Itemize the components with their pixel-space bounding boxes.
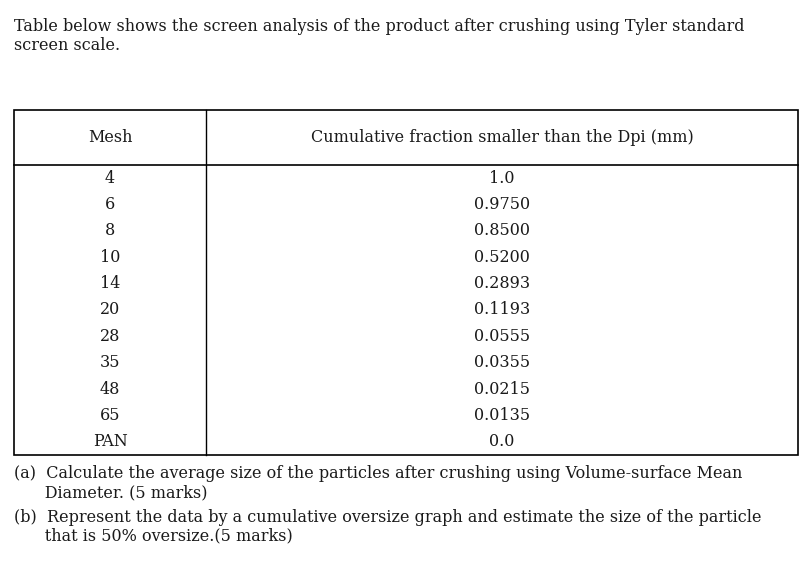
Text: 10: 10 [100, 249, 120, 266]
Text: that is 50% oversize.(5 marks): that is 50% oversize.(5 marks) [14, 528, 293, 545]
Text: 65: 65 [100, 407, 120, 424]
Text: 35: 35 [100, 354, 120, 371]
Bar [14, 110, 797, 455]
Text: (b)  Represent the data by a cumulative oversize graph and estimate the size of : (b) Represent the data by a cumulative o… [14, 509, 761, 526]
Text: 8: 8 [105, 223, 115, 239]
Text: PAN: PAN [92, 433, 127, 451]
Text: 0.1193: 0.1193 [474, 301, 530, 319]
Text: 0.8500: 0.8500 [474, 223, 530, 239]
Text: Mesh: Mesh [88, 129, 132, 146]
Text: Diameter. (5 marks): Diameter. (5 marks) [14, 484, 208, 501]
Text: 1.0: 1.0 [489, 170, 514, 187]
Text: 28: 28 [100, 328, 120, 345]
Text: 0.0135: 0.0135 [474, 407, 530, 424]
Text: 6: 6 [105, 196, 115, 213]
Text: 0.0555: 0.0555 [474, 328, 530, 345]
Text: Cumulative fraction smaller than the Dpi (mm): Cumulative fraction smaller than the Dpi… [311, 129, 693, 146]
Text: 0.0: 0.0 [489, 433, 514, 451]
Text: (a)  Calculate the average size of the particles after crushing using Volume-sur: (a) Calculate the average size of the pa… [14, 465, 741, 482]
Text: 14: 14 [100, 275, 120, 292]
Text: 0.2893: 0.2893 [474, 275, 530, 292]
Text: screen scale.: screen scale. [14, 37, 120, 54]
Text: 48: 48 [100, 381, 120, 397]
Text: 0.9750: 0.9750 [474, 196, 530, 213]
Text: 0.0215: 0.0215 [474, 381, 530, 397]
Text: Table below shows the screen analysis of the product after crushing using Tyler : Table below shows the screen analysis of… [14, 18, 744, 35]
Text: 20: 20 [100, 301, 120, 319]
Text: 4: 4 [105, 170, 115, 187]
Text: 0.5200: 0.5200 [474, 249, 530, 266]
Text: 0.0355: 0.0355 [474, 354, 530, 371]
